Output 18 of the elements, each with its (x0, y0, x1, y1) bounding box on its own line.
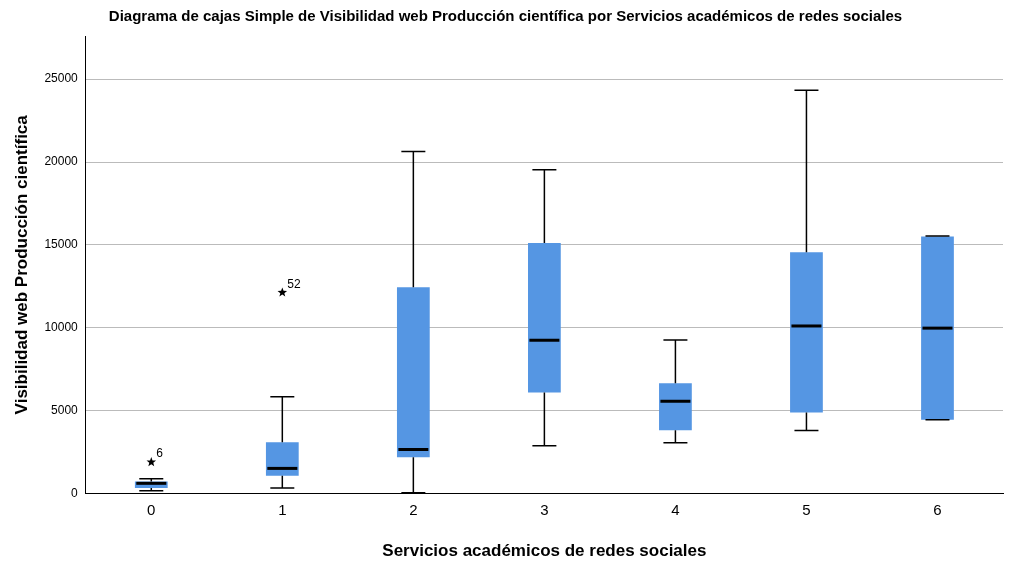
y-tick-label: 0 (71, 485, 79, 500)
x-tick-label: 4 (671, 500, 680, 518)
y-axis-title: Visibilidad web Producción científica (11, 114, 31, 415)
y-tick-label: 20000 (44, 154, 79, 169)
annotation: 6 (156, 446, 164, 461)
x-tick-label: 0 (147, 500, 156, 518)
y-tick-label: 25000 (44, 71, 79, 86)
x-tick-label: 6 (933, 500, 942, 518)
y-tick-label: 5000 (51, 403, 79, 418)
annotation: 52 (287, 276, 301, 291)
x-tick-label: 1 (278, 500, 287, 518)
chart-title: Diagrama de cajas Simple de Visibilidad web Producción científica por Servicios académicos de redes sociales (108, 7, 903, 25)
x-tick-label: 2 (409, 500, 418, 518)
y-tick-label: 15000 (44, 237, 79, 252)
x-axis-title: Servicios académicos de redes sociales (382, 541, 707, 561)
y-tick-label: 10000 (44, 320, 79, 335)
x-tick-label: 5 (802, 500, 811, 518)
x-tick-label: 3 (540, 500, 549, 518)
